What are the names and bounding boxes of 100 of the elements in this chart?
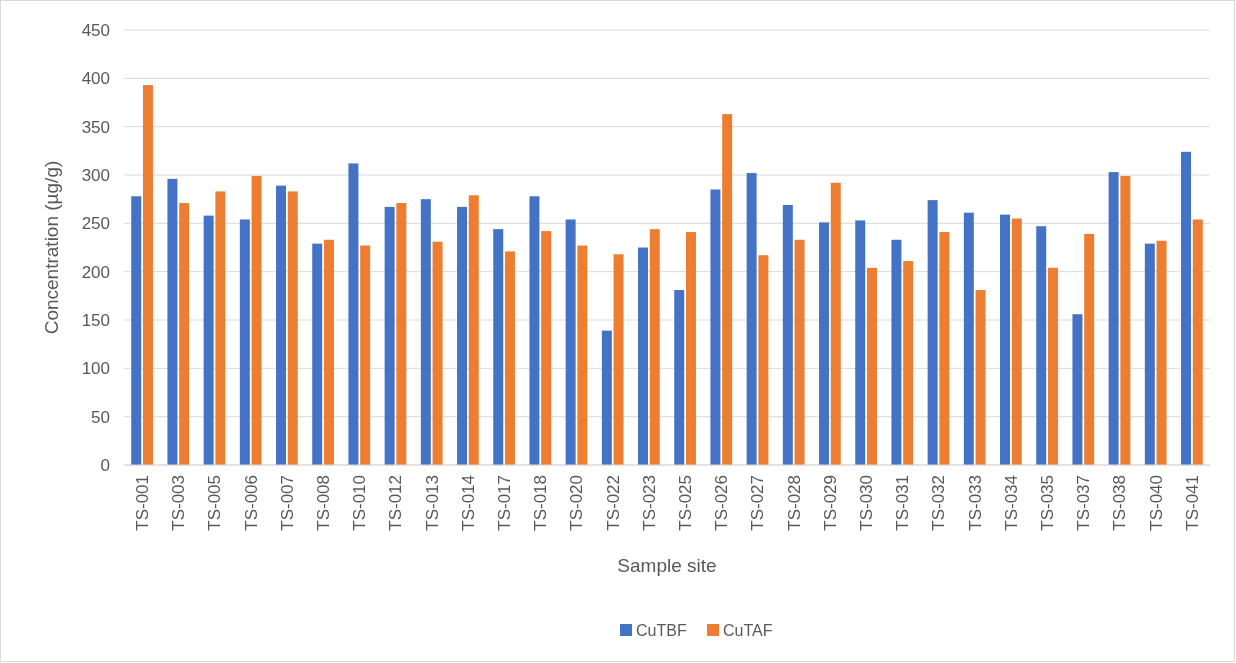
bar xyxy=(963,212,974,465)
bar xyxy=(891,239,902,465)
bar xyxy=(866,267,877,465)
x-tick-label: TS-033 xyxy=(965,475,985,531)
x-tick-label: TS-038 xyxy=(1110,475,1130,531)
bar xyxy=(1156,240,1167,465)
bar xyxy=(1181,151,1192,465)
bar xyxy=(855,220,866,465)
bar xyxy=(601,330,612,465)
bar xyxy=(142,85,153,465)
bar xyxy=(541,231,552,465)
y-tick-label: 100 xyxy=(81,359,110,379)
bar xyxy=(468,195,479,465)
bar xyxy=(782,204,793,465)
bar xyxy=(939,232,950,465)
bar xyxy=(685,232,696,465)
bar xyxy=(276,185,287,465)
legend-label: CuTAF xyxy=(723,621,773,639)
bar xyxy=(1192,219,1203,465)
bar xyxy=(794,239,805,465)
x-tick-label: TS-041 xyxy=(1182,475,1202,531)
bar xyxy=(384,206,395,465)
bar xyxy=(1072,314,1083,465)
x-tick-label: TS-017 xyxy=(495,475,515,531)
x-tick-label: TS-010 xyxy=(350,475,370,531)
bar xyxy=(565,219,576,465)
x-tick-label: TS-005 xyxy=(205,475,225,531)
bar xyxy=(131,196,142,465)
x-tick-label: TS-001 xyxy=(133,475,153,531)
bar xyxy=(396,203,407,465)
bar xyxy=(529,196,540,465)
x-tick-label: TS-026 xyxy=(712,475,732,531)
x-tick-label: TS-028 xyxy=(784,475,804,531)
x-tick-label: TS-012 xyxy=(386,475,406,531)
bar xyxy=(323,239,334,465)
bar xyxy=(577,245,588,465)
x-tick-label: TS-030 xyxy=(857,475,877,531)
bar xyxy=(1120,175,1131,465)
x-tick-label: TS-014 xyxy=(458,475,478,531)
bar xyxy=(927,200,938,465)
bar xyxy=(203,215,214,465)
bar xyxy=(287,191,298,465)
x-tick-label: TS-008 xyxy=(314,475,334,531)
x-tick-label: TS-025 xyxy=(676,475,696,531)
y-tick-label: 200 xyxy=(81,262,110,282)
y-tick-label: 0 xyxy=(100,455,110,475)
bar xyxy=(722,114,733,465)
bar xyxy=(432,241,443,465)
y-tick-label: 150 xyxy=(81,310,110,330)
bar xyxy=(638,247,649,465)
bar xyxy=(1011,218,1022,465)
x-tick-label: TS-023 xyxy=(639,475,659,531)
bar xyxy=(251,175,262,465)
y-tick-label: 50 xyxy=(91,407,110,427)
y-tick-label: 400 xyxy=(81,69,110,89)
bar xyxy=(1144,243,1155,465)
bar xyxy=(903,261,914,465)
bar xyxy=(504,251,515,465)
bar xyxy=(420,199,431,465)
x-tick-label: TS-032 xyxy=(929,475,949,531)
bar xyxy=(348,163,359,465)
x-tick-label: TS-022 xyxy=(603,475,623,531)
x-tick-label: TS-027 xyxy=(748,475,768,531)
bar xyxy=(746,173,757,465)
x-tick-label: TS-037 xyxy=(1074,475,1094,531)
x-tick-label: TS-029 xyxy=(820,475,840,531)
x-tick-label: TS-018 xyxy=(531,475,551,531)
bar xyxy=(975,290,986,465)
x-tick-label: TS-040 xyxy=(1146,475,1166,531)
bar xyxy=(710,189,721,465)
bar xyxy=(360,245,371,465)
y-tick-label: 250 xyxy=(81,214,110,234)
bar xyxy=(493,229,504,465)
y-axis-title: Concentration (µg/g) xyxy=(41,160,62,335)
y-tick-label: 350 xyxy=(81,117,110,137)
bar xyxy=(1000,214,1011,465)
bar xyxy=(215,191,226,465)
x-tick-label: TS-034 xyxy=(1001,475,1021,531)
bar xyxy=(649,229,660,465)
bar xyxy=(830,182,841,465)
bar xyxy=(167,178,178,465)
x-tick-label: TS-031 xyxy=(893,475,913,531)
bar xyxy=(179,203,190,465)
bar xyxy=(457,206,468,465)
legend-label: CuTBF xyxy=(636,621,687,639)
x-tick-label: TS-020 xyxy=(567,475,587,531)
y-tick-label: 300 xyxy=(81,165,110,185)
bar xyxy=(312,243,323,465)
bar xyxy=(1108,172,1119,465)
bar xyxy=(758,255,769,465)
x-tick-label: TS-006 xyxy=(241,475,261,531)
bar xyxy=(1047,267,1058,465)
bar xyxy=(613,254,624,465)
bar xyxy=(819,222,830,465)
bar xyxy=(674,290,685,465)
bar xyxy=(239,219,250,465)
x-axis-title: Sample site xyxy=(617,555,717,576)
bar xyxy=(1084,233,1095,465)
bar xyxy=(1036,226,1047,465)
x-tick-label: TS-007 xyxy=(277,475,297,531)
